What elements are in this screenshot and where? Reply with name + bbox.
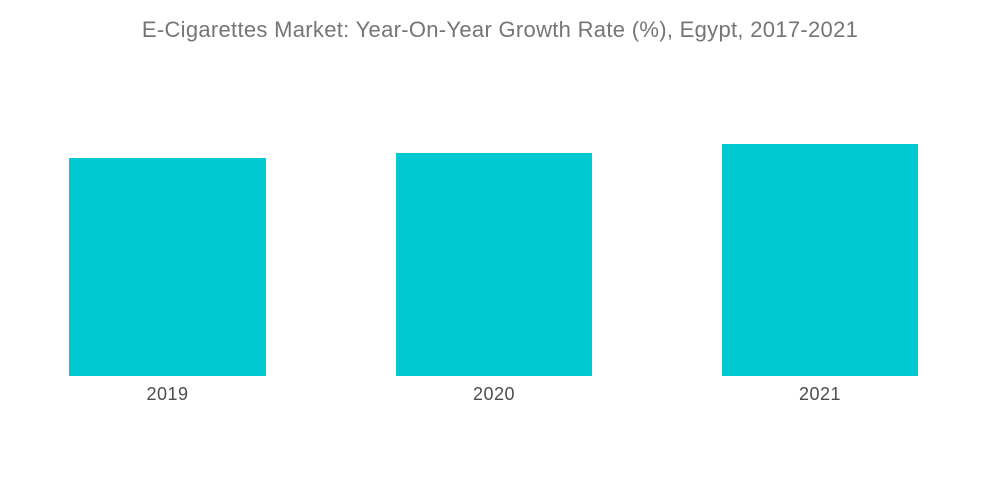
x-axis: 2019 2020 2021: [0, 384, 1000, 408]
bar-2020: [396, 153, 592, 376]
x-axis-label-2020: 2020: [472, 384, 516, 404]
plot-area: [69, 144, 918, 376]
bar-2021: [722, 144, 918, 376]
x-axis-label-2021: 2021: [798, 384, 842, 404]
chart-title: E-Cigarettes Market: Year-On-Year Growth…: [141, 17, 859, 42]
x-axis-label-2019: 2019: [146, 384, 189, 404]
bar-2019: [69, 158, 266, 376]
